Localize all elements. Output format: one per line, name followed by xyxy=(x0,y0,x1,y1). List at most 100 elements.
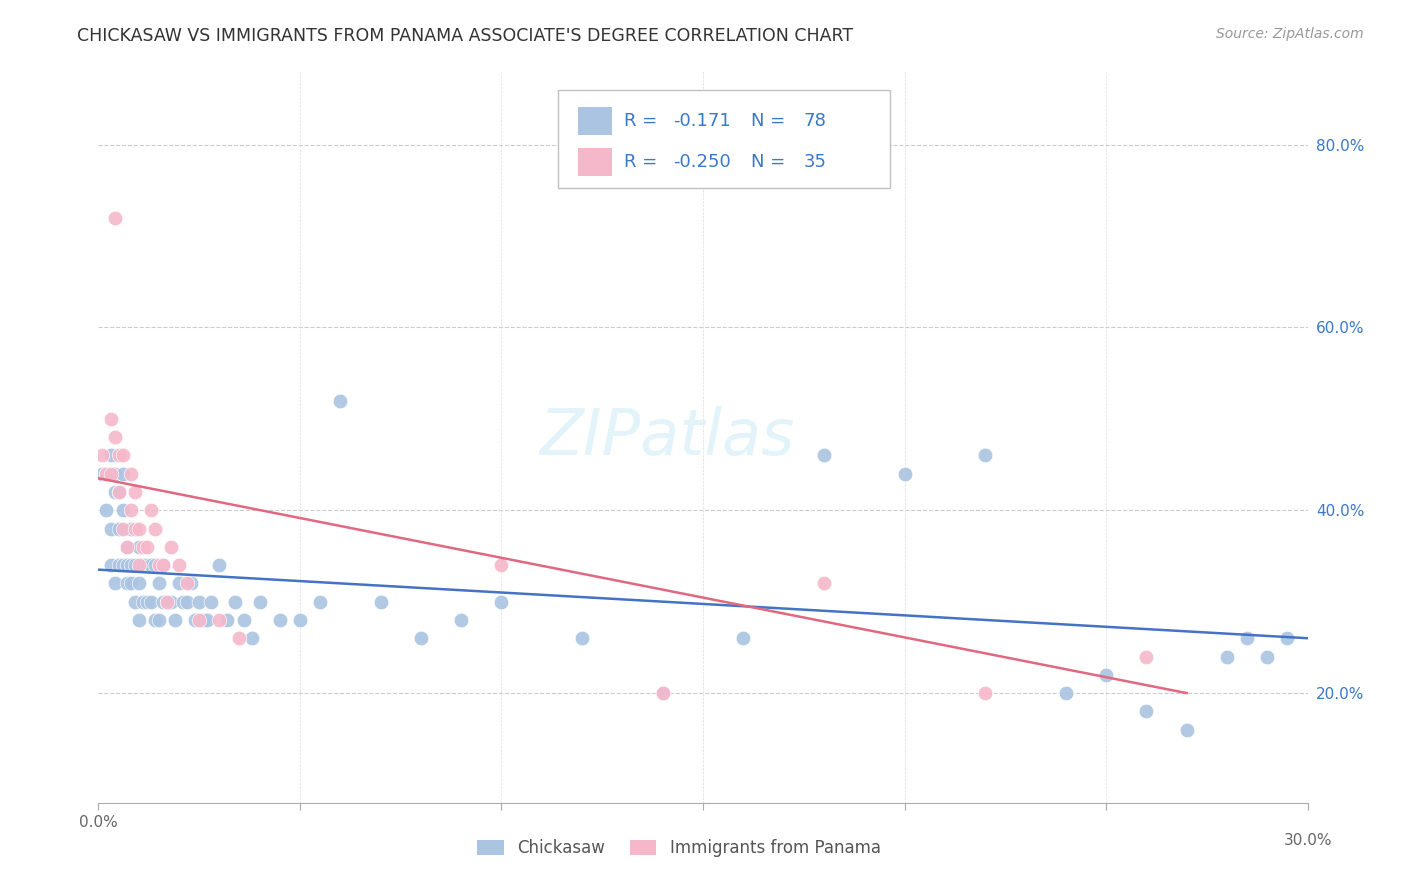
Point xyxy=(143,613,166,627)
Point xyxy=(100,448,122,462)
Point xyxy=(91,467,114,481)
Text: 35: 35 xyxy=(803,153,827,171)
Point xyxy=(974,686,997,700)
Point xyxy=(893,467,915,481)
Point xyxy=(143,521,166,535)
Point xyxy=(1216,649,1239,664)
Point xyxy=(224,594,246,608)
Point xyxy=(148,613,170,627)
Point xyxy=(103,467,125,481)
Point xyxy=(288,613,311,627)
Point xyxy=(813,448,835,462)
Point xyxy=(111,558,134,573)
Point xyxy=(124,521,146,535)
Point xyxy=(167,576,190,591)
Point xyxy=(813,576,835,591)
FancyBboxPatch shape xyxy=(578,107,613,135)
Point xyxy=(172,594,194,608)
Point xyxy=(107,558,129,573)
Point xyxy=(148,576,170,591)
Point xyxy=(132,594,155,608)
Point xyxy=(1175,723,1198,737)
Point xyxy=(184,613,207,627)
Point xyxy=(232,613,254,627)
Point xyxy=(1135,649,1157,664)
Point xyxy=(115,540,138,554)
Point xyxy=(100,412,122,426)
Legend: Chickasaw, Immigrants from Panama: Chickasaw, Immigrants from Panama xyxy=(470,832,887,864)
Point xyxy=(160,540,183,554)
Point xyxy=(135,558,157,573)
Point xyxy=(115,576,138,591)
Point xyxy=(733,632,755,646)
Point xyxy=(156,594,179,608)
Point xyxy=(103,430,125,444)
Point xyxy=(1135,705,1157,719)
Point xyxy=(100,558,122,573)
Point xyxy=(180,576,202,591)
Point xyxy=(124,485,146,500)
Point xyxy=(143,558,166,573)
Point xyxy=(103,576,125,591)
Point xyxy=(491,558,513,573)
Point xyxy=(124,594,146,608)
Point xyxy=(120,467,142,481)
Point xyxy=(135,540,157,554)
Point xyxy=(128,576,150,591)
Text: -0.250: -0.250 xyxy=(672,153,731,171)
Point xyxy=(974,448,997,462)
Point xyxy=(152,558,174,573)
Point xyxy=(228,632,250,646)
Point xyxy=(120,521,142,535)
Point xyxy=(152,594,174,608)
Point xyxy=(120,503,142,517)
Text: ZIPatlas: ZIPatlas xyxy=(538,406,794,468)
Point xyxy=(240,632,263,646)
Point xyxy=(651,686,673,700)
Point xyxy=(188,594,211,608)
Point xyxy=(135,594,157,608)
Point xyxy=(139,558,162,573)
Point xyxy=(107,485,129,500)
Point xyxy=(148,558,170,573)
Point xyxy=(269,613,291,627)
Point xyxy=(193,613,215,627)
Point xyxy=(188,613,211,627)
Point xyxy=(103,211,125,225)
Point xyxy=(120,576,142,591)
Text: R =: R = xyxy=(624,153,664,171)
Point xyxy=(491,594,513,608)
Point xyxy=(128,521,150,535)
Point xyxy=(128,613,150,627)
Text: CHICKASAW VS IMMIGRANTS FROM PANAMA ASSOCIATE'S DEGREE CORRELATION CHART: CHICKASAW VS IMMIGRANTS FROM PANAMA ASSO… xyxy=(77,27,853,45)
Point xyxy=(329,393,352,408)
Point xyxy=(571,632,593,646)
Point xyxy=(200,594,222,608)
Text: 78: 78 xyxy=(803,112,827,129)
Text: 30.0%: 30.0% xyxy=(1284,833,1331,848)
Point xyxy=(217,613,239,627)
Point xyxy=(111,448,134,462)
Point xyxy=(139,594,162,608)
Point xyxy=(124,558,146,573)
Point xyxy=(176,594,198,608)
Point xyxy=(152,558,174,573)
Point xyxy=(195,613,218,627)
Text: N =: N = xyxy=(751,153,792,171)
Point xyxy=(156,594,179,608)
Point xyxy=(1054,686,1077,700)
Point xyxy=(111,467,134,481)
Point xyxy=(96,503,118,517)
Point xyxy=(208,613,231,627)
Point xyxy=(128,540,150,554)
Point xyxy=(409,632,432,646)
FancyBboxPatch shape xyxy=(578,148,613,176)
Point xyxy=(132,540,155,554)
Point xyxy=(115,558,138,573)
Point xyxy=(91,448,114,462)
Point xyxy=(111,503,134,517)
Point xyxy=(309,594,332,608)
Point xyxy=(115,540,138,554)
FancyBboxPatch shape xyxy=(558,90,890,188)
Point xyxy=(1256,649,1278,664)
